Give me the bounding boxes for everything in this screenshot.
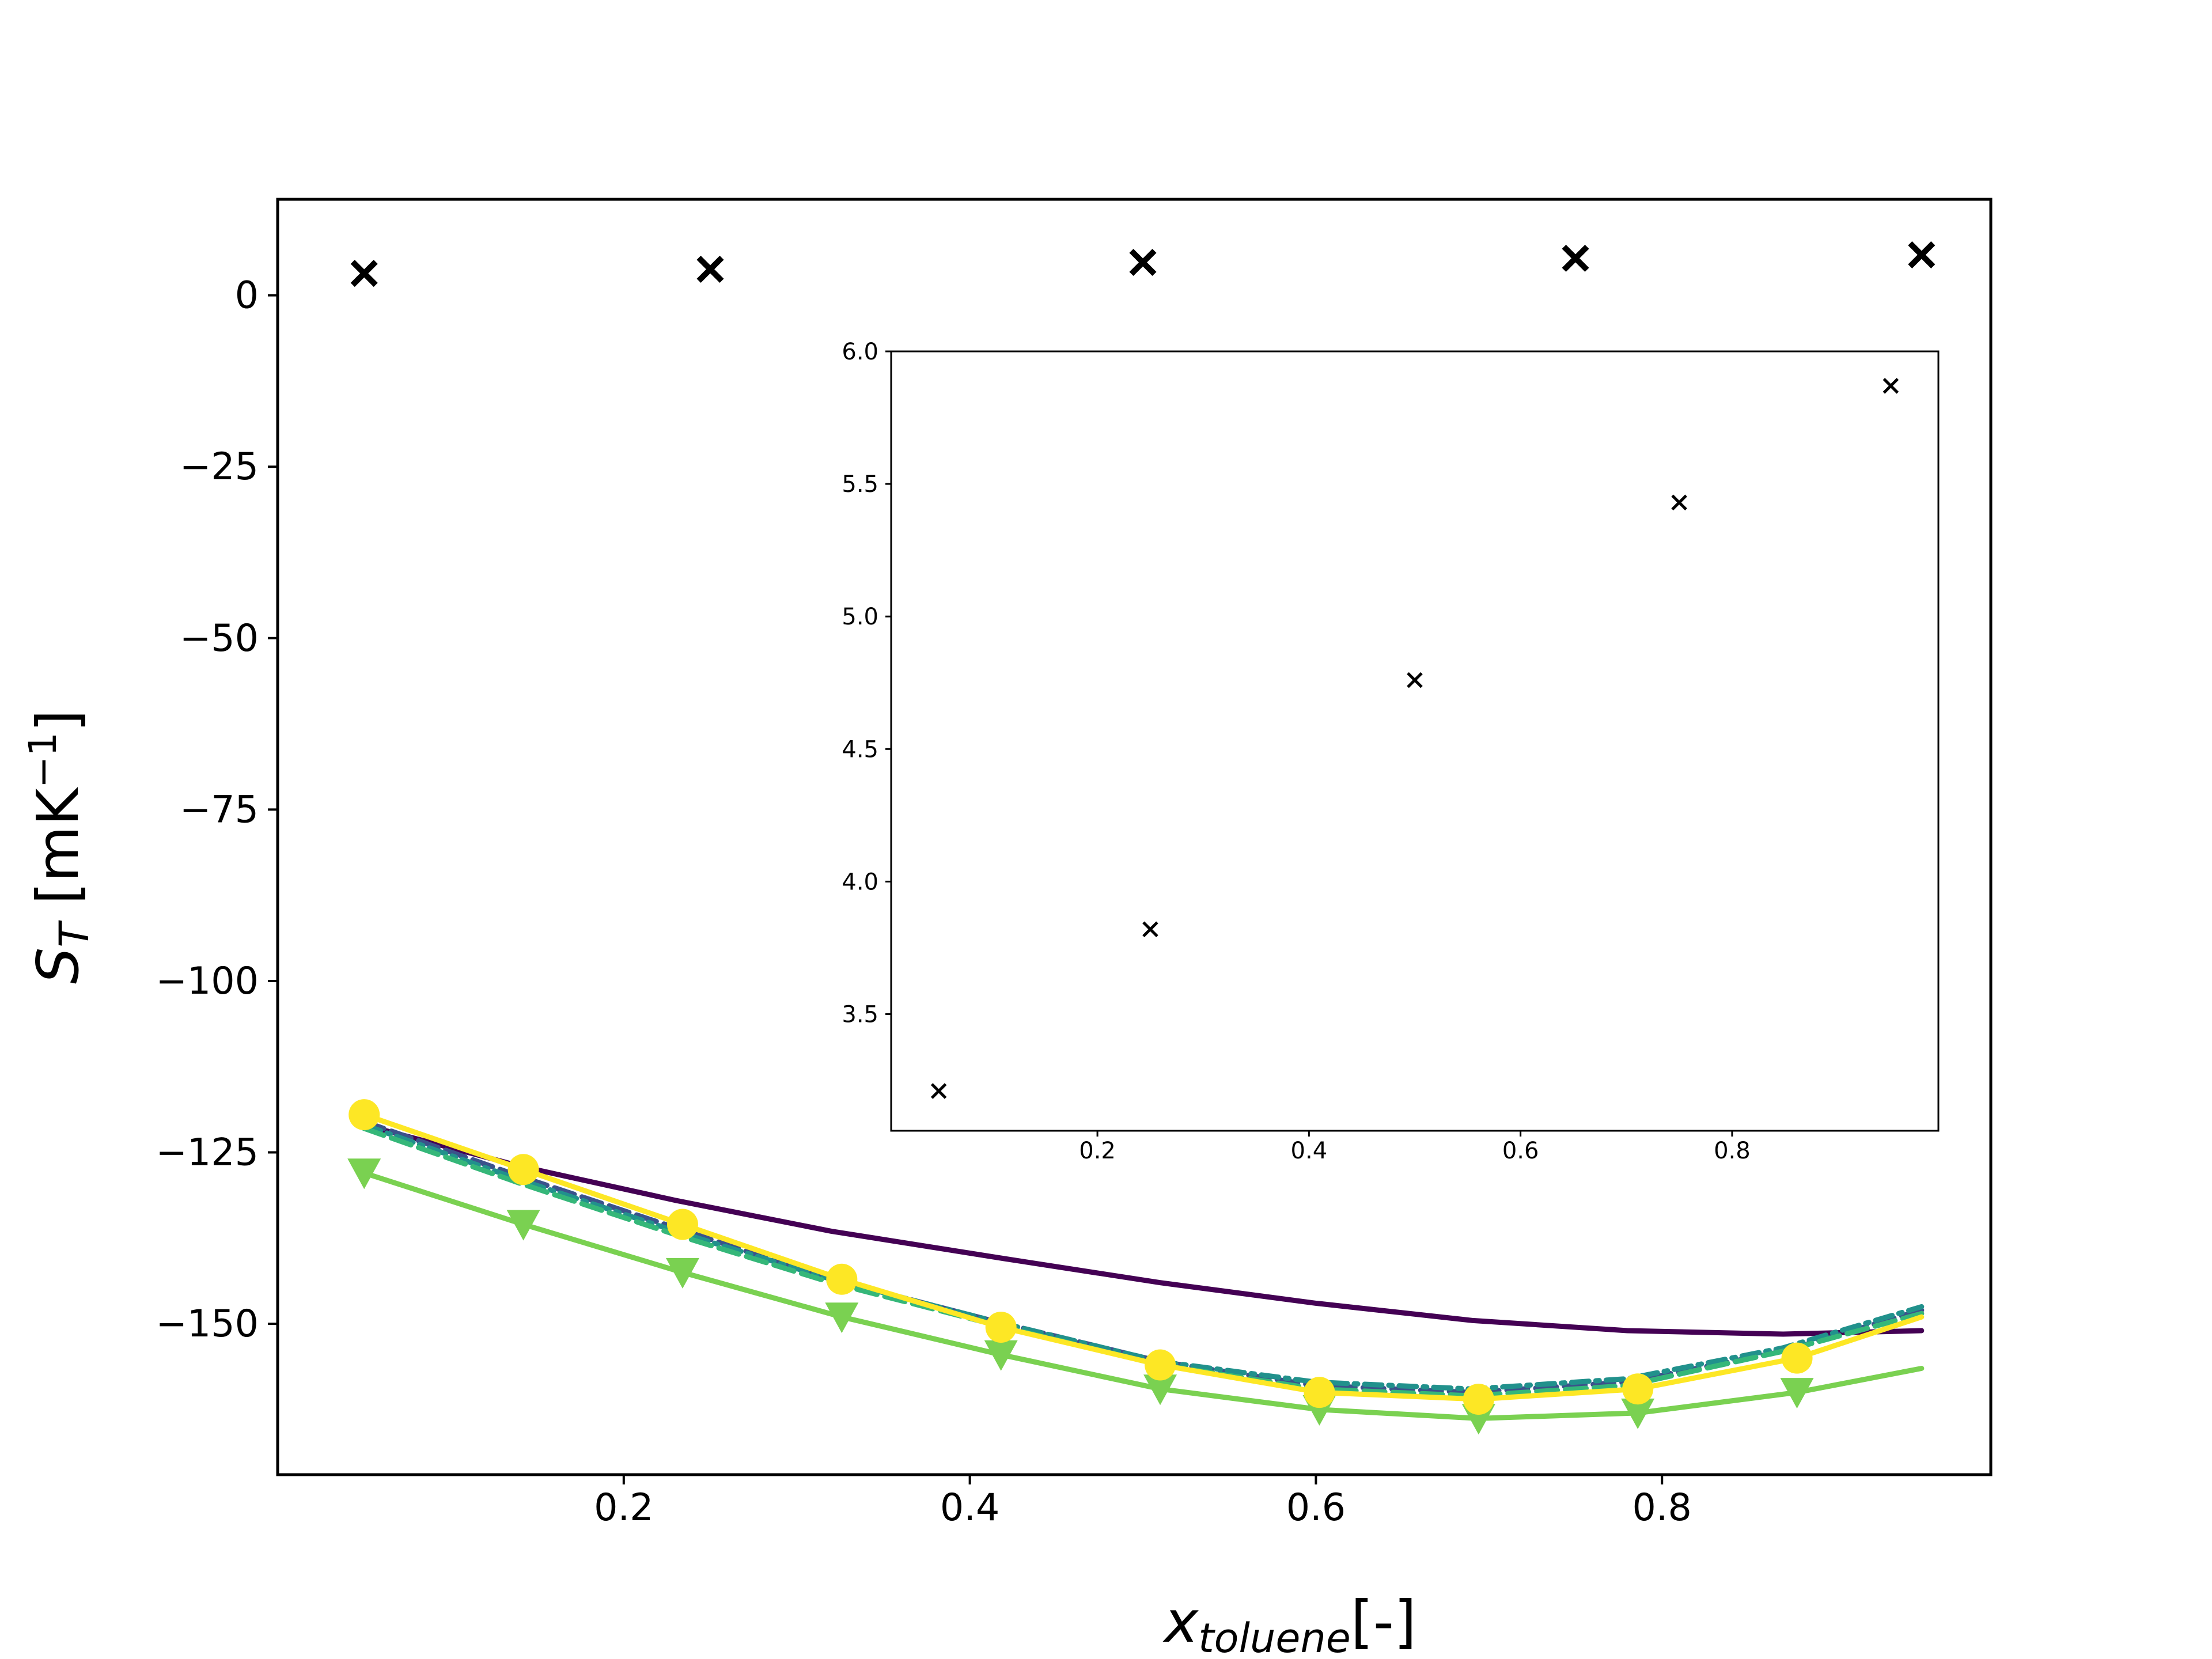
main-series-2 <box>361 1119 1925 1395</box>
main-x-tick-label-2: 0.6 <box>1286 1486 1346 1529</box>
main-series-5-point-3 <box>825 1302 859 1334</box>
inset-y-tick-label-1: 4.0 <box>842 869 878 895</box>
y-axis-label: ST [mK−1] <box>21 710 98 984</box>
inset-plot-marks <box>891 351 1938 1131</box>
inset-frame <box>890 350 1940 1132</box>
main-plot-marks <box>347 241 1936 1435</box>
main-series-1-line <box>361 1122 1925 1337</box>
inset-x-tick-label-1: 0.4 <box>1291 1138 1328 1164</box>
inset-x-tick-label-0: 0.2 <box>1079 1138 1116 1164</box>
main-x-tick-label-3: 0.8 <box>1633 1486 1692 1529</box>
y-axis-label-main: S <box>24 948 92 984</box>
main-series-6-point-1 <box>507 1154 539 1185</box>
inset-plot: 0.2 0.4 0.6 0.8 3.5 4.0 4.5 5.0 5.5 6.0 <box>842 339 1940 1164</box>
inset-y-tick-label-2: 4.5 <box>842 736 878 763</box>
main-x-tick-label-1: 0.4 <box>940 1486 999 1529</box>
main-plot-axes: 0.2 0.4 0.6 0.8 0 −25 −50 −75 −100 −125 −150 <box>156 198 1993 1529</box>
main-series-6-point-8 <box>1622 1373 1654 1405</box>
main-series-4-line <box>361 1126 1925 1399</box>
main-series-5-point-4 <box>984 1340 1018 1371</box>
main-series-6-point-0 <box>349 1099 380 1131</box>
inset-y-tick-label-3: 5.0 <box>842 604 878 630</box>
main-series-5-point-0 <box>347 1158 381 1190</box>
main-series-4 <box>361 1126 1925 1399</box>
x-axis-label: xtoluene[-] <box>1162 1588 1416 1659</box>
main-series-0-point-4 <box>1908 241 1936 268</box>
main-series-6 <box>349 1099 1925 1415</box>
main-series-1 <box>361 1122 1925 1337</box>
inset-plot-axes: 0.2 0.4 0.6 0.8 3.5 4.0 4.5 5.0 5.5 6.0 <box>842 339 1940 1164</box>
inset-series-0-point-4 <box>1883 378 1899 394</box>
main-y-tick-label-1: −25 <box>180 445 259 488</box>
x-axis-label-main: x <box>1162 1588 1199 1656</box>
inset-series-0 <box>930 378 1899 1099</box>
main-series-3-line <box>361 1122 1925 1392</box>
main-series-6-point-3 <box>826 1263 858 1295</box>
main-series-6-point-5 <box>1145 1349 1176 1381</box>
inset-y-tick-label-4: 5.5 <box>842 471 878 498</box>
main-x-tick-label-0: 0.2 <box>594 1486 653 1529</box>
main-y-tick-label-0: 0 <box>235 274 259 317</box>
main-series-6-point-6 <box>1304 1377 1335 1408</box>
main-y-tick-label-4: −100 <box>156 960 259 1003</box>
main-series-6-point-7 <box>1463 1384 1494 1415</box>
inset-y-tick-label-5: 6.0 <box>842 339 878 365</box>
main-series-5-point-9 <box>1780 1378 1814 1409</box>
main-y-tick-label-6: −150 <box>156 1302 259 1346</box>
inset-series-0-point-1 <box>1142 921 1158 938</box>
main-series-6-point-4 <box>985 1312 1017 1343</box>
main-series-0-point-2 <box>1129 248 1157 276</box>
main-series-6-point-2 <box>666 1209 698 1240</box>
inset-x-tick-label-2: 0.6 <box>1502 1138 1539 1164</box>
main-series-5-point-8 <box>1621 1398 1655 1429</box>
main-series-0-point-1 <box>696 255 724 283</box>
inset-x-tick-label-3: 0.8 <box>1714 1138 1751 1164</box>
main-y-tick-label-2: −50 <box>180 617 259 660</box>
x-axis-label-subscript: toluene <box>1198 1615 1351 1659</box>
main-series-3 <box>361 1122 1925 1392</box>
y-axis-label-close: ] <box>24 710 92 732</box>
main-series-5-point-1 <box>506 1210 540 1241</box>
y-axis-label-subscript: T <box>51 920 98 948</box>
main-frame <box>276 198 1993 1476</box>
inset-series-0-point-3 <box>1671 494 1687 511</box>
main-plot: 0.2 0.4 0.6 0.8 0 −25 −50 −75 −100 −125 −150 <box>156 198 1993 1529</box>
main-series-5-point-5 <box>1143 1374 1177 1406</box>
inset-series-0-point-0 <box>930 1083 947 1099</box>
main-series-2-line <box>361 1119 1925 1395</box>
main-series-0 <box>350 241 1936 287</box>
inset-y-tick-label-0: 3.5 <box>842 1002 878 1028</box>
main-series-0-point-3 <box>1562 244 1589 272</box>
main-y-tick-label-5: −125 <box>156 1131 259 1175</box>
y-axis-label-unit: [mK <box>24 787 92 923</box>
y-axis-label-exponent: −1 <box>21 732 65 788</box>
main-series-5-point-2 <box>665 1257 699 1289</box>
inset-background <box>891 351 1938 1131</box>
inset-series-0-point-2 <box>1407 672 1423 688</box>
x-axis-label-suffix: [-] <box>1351 1588 1416 1656</box>
main-y-tick-label-3: −75 <box>180 788 259 831</box>
main-series-0-point-0 <box>350 260 378 287</box>
main-series-6-point-9 <box>1781 1342 1813 1374</box>
